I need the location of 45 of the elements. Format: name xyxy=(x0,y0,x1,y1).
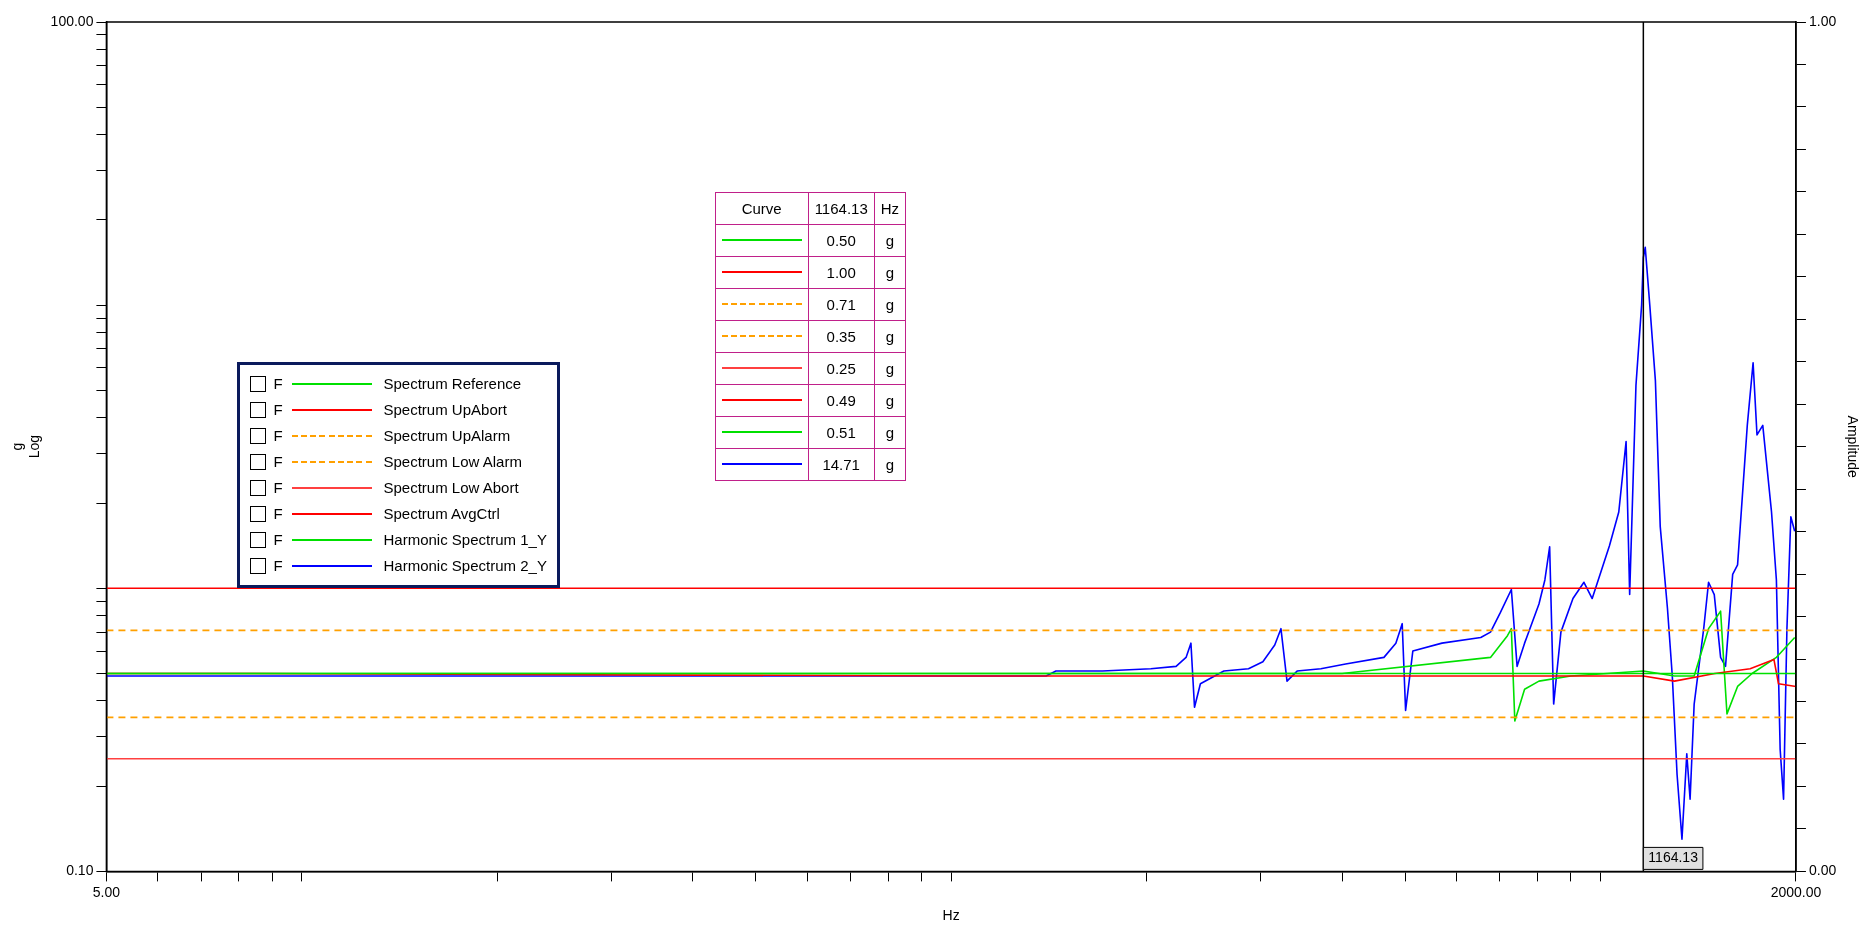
legend-label: Harmonic Spectrum 2_Y xyxy=(383,557,547,575)
annotation: g xyxy=(874,352,906,385)
ref-line-label: 1164.13 xyxy=(1648,849,1699,866)
annotation: g xyxy=(874,416,906,449)
legend-label: Spectrum Low Abort xyxy=(383,479,519,497)
annotation: g xyxy=(874,288,906,321)
y-tick-label: 0.10 xyxy=(66,862,94,879)
annotation: 0.49 xyxy=(808,384,875,417)
legend-label: Spectrum UpAlarm xyxy=(383,427,511,445)
annotation: 1.00 xyxy=(808,256,875,289)
legend-label: Spectrum AvgCtrl xyxy=(383,505,500,523)
annotation: g xyxy=(874,448,906,481)
annotation: 1164.13 xyxy=(808,192,875,225)
annotation: 0.25 xyxy=(808,352,875,385)
y2-tick-label: 1.00 xyxy=(1808,12,1837,29)
y2-axis-title: Amplitude xyxy=(1844,415,1861,479)
annotation: Hz xyxy=(874,192,906,225)
annotation: F xyxy=(273,375,284,393)
annotation: g xyxy=(874,256,906,289)
y2-tick-label: 0.00 xyxy=(1808,862,1837,879)
annotation: g xyxy=(874,224,906,257)
legend-label: Spectrum UpAbort xyxy=(383,401,507,419)
annotation: g xyxy=(874,384,906,417)
text: F xyxy=(273,557,283,575)
annotation: 0.50 xyxy=(808,224,875,257)
y-axis-title: g Log xyxy=(9,435,43,459)
text: F xyxy=(273,427,283,445)
annotation: 0.35 xyxy=(808,320,875,353)
annotation: 14.71 xyxy=(808,448,875,481)
annotation: Curve xyxy=(715,192,809,225)
annotation: g xyxy=(874,320,906,353)
x-axis-title: Hz xyxy=(942,907,960,924)
annotation: 0.51 xyxy=(808,416,875,449)
text: F xyxy=(273,479,283,497)
text: F xyxy=(273,531,283,549)
legend-label: Spectrum Low Alarm xyxy=(383,453,522,471)
y-tick-label: 100.00 xyxy=(50,12,94,29)
text: F xyxy=(273,453,283,471)
legend-label: Harmonic Spectrum 1_Y xyxy=(383,531,547,549)
x-tick-label: 2000.00 xyxy=(1770,883,1822,900)
text: F xyxy=(273,505,283,523)
x-tick-label: 5.00 xyxy=(92,883,121,900)
annotation: 0.71 xyxy=(808,288,875,321)
legend-label: Spectrum Reference xyxy=(383,375,522,393)
text: F xyxy=(273,401,283,419)
